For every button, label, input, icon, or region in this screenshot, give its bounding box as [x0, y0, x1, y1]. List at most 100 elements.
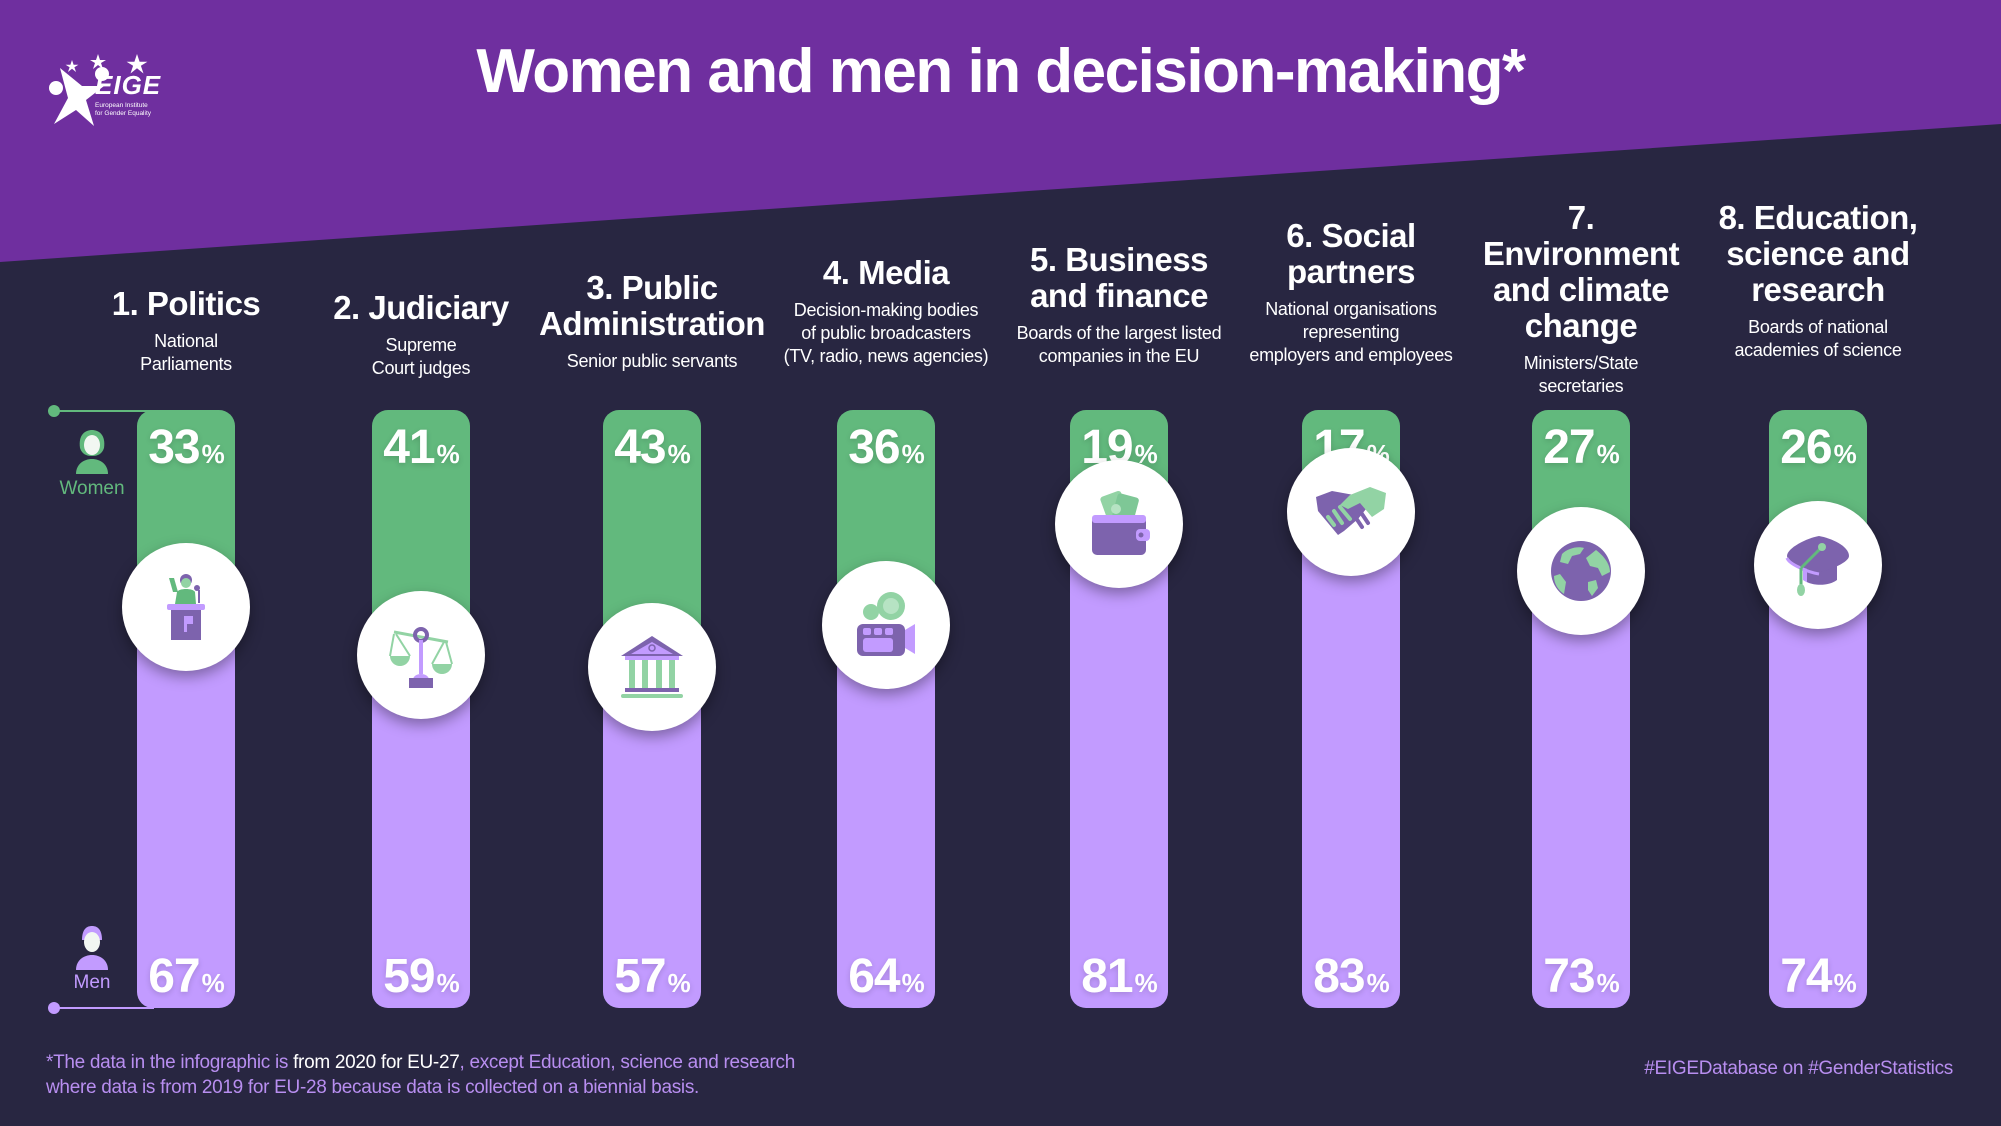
category-title-line: science and	[1726, 235, 1910, 272]
men-value: 57	[614, 950, 666, 1003]
category-subtitle-line: secretaries	[1538, 376, 1624, 396]
category-header: 5. Business and finance Boards of the larg…	[1004, 242, 1234, 368]
stacked-bar: 19% 81%	[1055, 410, 1183, 1008]
men-value: 64	[848, 950, 900, 1003]
category-title: 1. Politics	[71, 286, 301, 322]
percent-sign: %	[901, 439, 925, 469]
category-title-line: Administration	[539, 305, 765, 342]
stacked-bar: 43% 57%	[588, 410, 716, 1008]
stacked-bar: 36% 64%	[822, 410, 950, 1008]
women-value: 33	[148, 421, 200, 474]
category-title-line: 8. Education,	[1718, 199, 1918, 236]
stacked-bar: 41% 59%	[357, 410, 485, 1008]
men-percentage-label: 73%	[1532, 949, 1630, 1004]
category-title-line: partners	[1286, 253, 1416, 290]
category-subtitle-line: Court judges	[371, 358, 471, 378]
percent-sign: %	[667, 968, 691, 998]
category-subtitle-line: Ministers/State	[1523, 353, 1639, 373]
category-icon-badge	[1055, 459, 1183, 588]
category-title-line: 5. Business	[1030, 241, 1208, 278]
category-subtitle-line: Supreme	[385, 335, 457, 355]
footnote-line1: *The data in the infographic is from 202…	[46, 1050, 795, 1075]
women-legend-line	[54, 410, 154, 412]
women-percentage-label: 27%	[1532, 420, 1630, 475]
women-value: 41	[383, 421, 435, 474]
category-subtitle-line: Decision-making bodies	[793, 300, 979, 320]
category-subtitle-line: of public broadcasters	[801, 323, 971, 343]
women-percentage-label: 26%	[1769, 420, 1867, 475]
logo-subtitle: European Institute for Gender Equality	[95, 102, 165, 118]
bar-segment-men	[837, 625, 935, 1008]
men-percentage-label: 83%	[1302, 949, 1400, 1004]
men-percentage-label: 74%	[1769, 949, 1867, 1004]
category-title-line: 2. Judiciary	[333, 289, 509, 326]
scales-icon	[384, 618, 458, 692]
bar-segment-men	[1070, 523, 1168, 1008]
category-subtitle-line: Boards of national	[1748, 317, 1888, 337]
men-value: 83	[1313, 950, 1365, 1003]
category-title-line: change	[1524, 307, 1638, 344]
category-title-line: research	[1751, 271, 1885, 308]
handshake-icon	[1314, 475, 1388, 549]
women-value: 36	[848, 421, 900, 474]
category-icon-badge	[588, 603, 716, 732]
logo-wordmark: EIGE	[95, 70, 162, 100]
category-header: 3. Public Administration Senior public ser…	[537, 270, 767, 373]
category-subtitle: Ministers/State secretaries	[1466, 352, 1696, 398]
percent-sign: %	[436, 968, 460, 998]
category-subtitle-line: National organisations	[1265, 299, 1437, 319]
wallet-icon	[1082, 487, 1156, 561]
category-subtitle-line: Senior public servants	[566, 351, 738, 371]
percent-sign: %	[901, 968, 925, 998]
percent-sign: %	[436, 439, 460, 469]
category-subtitle: National organisations representing employ…	[1236, 298, 1466, 367]
men-legend-line	[54, 1007, 154, 1009]
category-header: 1. Politics National Parliaments	[71, 286, 301, 376]
women-percentage-label: 33%	[137, 420, 235, 475]
category-icon-badge	[1517, 507, 1645, 636]
percent-sign: %	[1134, 968, 1158, 998]
category-title-line: 3. Public	[586, 269, 718, 306]
man-icon	[76, 926, 108, 970]
category-icon-badge	[357, 591, 485, 720]
category-title: 6. Social partners	[1236, 218, 1466, 290]
bar-segment-men	[1302, 511, 1400, 1008]
men-percentage-label: 57%	[603, 949, 701, 1004]
category-subtitle-line: National	[154, 331, 218, 351]
footnote-text-2: , except Education, science and research	[459, 1052, 796, 1073]
category-subtitle-line: (TV, radio, news agencies)	[783, 346, 989, 366]
bar-segment-men	[137, 607, 235, 1008]
category-subtitle: Senior public servants	[537, 350, 767, 373]
category-title-line: 7. Environment	[1482, 199, 1680, 272]
category-icon-badge	[1754, 501, 1882, 630]
women-percentage-label: 36%	[837, 420, 935, 475]
category-title: 2. Judiciary	[306, 290, 536, 326]
men-percentage-label: 81%	[1070, 949, 1168, 1004]
graduation-cap-icon	[1781, 528, 1855, 602]
men-percentage-label: 59%	[372, 949, 470, 1004]
category-subtitle-line: Parliaments	[140, 354, 232, 374]
bar-segment-men	[1769, 565, 1867, 1008]
category-subtitle-line: employers and employees	[1249, 345, 1453, 365]
stacked-bar: 33% 67%	[122, 410, 250, 1008]
category-header: 8. Education, science and research Boards o…	[1703, 200, 1933, 362]
category-subtitle: Supreme Court judges	[306, 334, 536, 380]
percent-sign: %	[1134, 439, 1158, 469]
men-value: 73	[1543, 950, 1595, 1003]
hashtag: #EIGEDatabase on #GenderStatistics	[1644, 1058, 1953, 1079]
percent-sign: %	[1833, 968, 1857, 998]
category-title-line: 6. Social	[1286, 217, 1416, 254]
woman-icon	[76, 430, 108, 474]
category-title: 5. Business and finance	[1004, 242, 1234, 314]
globe-icon	[1544, 534, 1618, 608]
category-subtitle-line: companies in the EU	[1038, 346, 1200, 366]
women-percentage-label: 41%	[372, 420, 470, 475]
percent-sign: %	[201, 968, 225, 998]
men-value: 59	[383, 950, 435, 1003]
category-title: 8. Education, science and research	[1703, 200, 1933, 308]
category-icon-badge	[122, 543, 250, 672]
percent-sign: %	[201, 439, 225, 469]
men-percentage-label: 64%	[837, 949, 935, 1004]
category-header: 7. Environment and climate change Ministers…	[1466, 200, 1696, 398]
women-percentage-label: 43%	[603, 420, 701, 475]
